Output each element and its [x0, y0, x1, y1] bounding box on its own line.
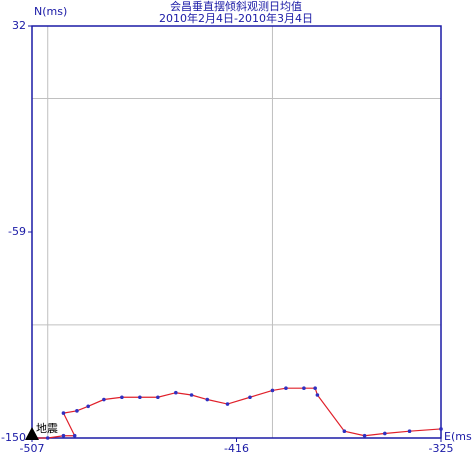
data-point [248, 395, 252, 400]
data-point [407, 429, 412, 434]
data-point [362, 433, 367, 438]
chart-subtitle: 2010年2月4日-2010年3月4日 [159, 11, 313, 25]
data-point [138, 395, 142, 400]
data-point [439, 427, 443, 431]
data-point [156, 395, 160, 400]
data-point [174, 390, 178, 395]
data-point [61, 433, 66, 438]
data-point [383, 431, 387, 436]
data-point [86, 404, 90, 409]
annotation: 地震 [36, 422, 58, 435]
y-tick-label: -150 [1, 431, 26, 444]
data-point [342, 429, 347, 434]
chart-title: 会昌垂直摆倾斜观测日均值 [170, 0, 302, 13]
data-point [205, 397, 210, 402]
data-point [102, 397, 106, 402]
x-axis-label: E(ms) [444, 430, 472, 443]
x-tick-label: -507 [20, 442, 45, 455]
data-point [72, 433, 77, 438]
x-tick-label: -325 [429, 442, 454, 455]
y-axis-label: N(ms) [34, 5, 67, 18]
data-point [315, 393, 320, 397]
data-point [75, 409, 79, 413]
data-point [270, 388, 275, 393]
data-point [120, 395, 124, 400]
data-point [302, 386, 306, 390]
data-line [32, 387, 442, 439]
y-tick-label: 32 [12, 19, 26, 32]
data-point [61, 411, 66, 415]
data-point [189, 393, 194, 397]
event-marker [25, 427, 39, 440]
data-point [284, 386, 288, 390]
plot-frame [31, 25, 442, 439]
data-point [313, 386, 317, 390]
x-tick-label: -416 [224, 442, 249, 455]
y-tick-label: -59 [8, 225, 26, 238]
data-point [45, 436, 50, 440]
data-point [225, 402, 230, 406]
